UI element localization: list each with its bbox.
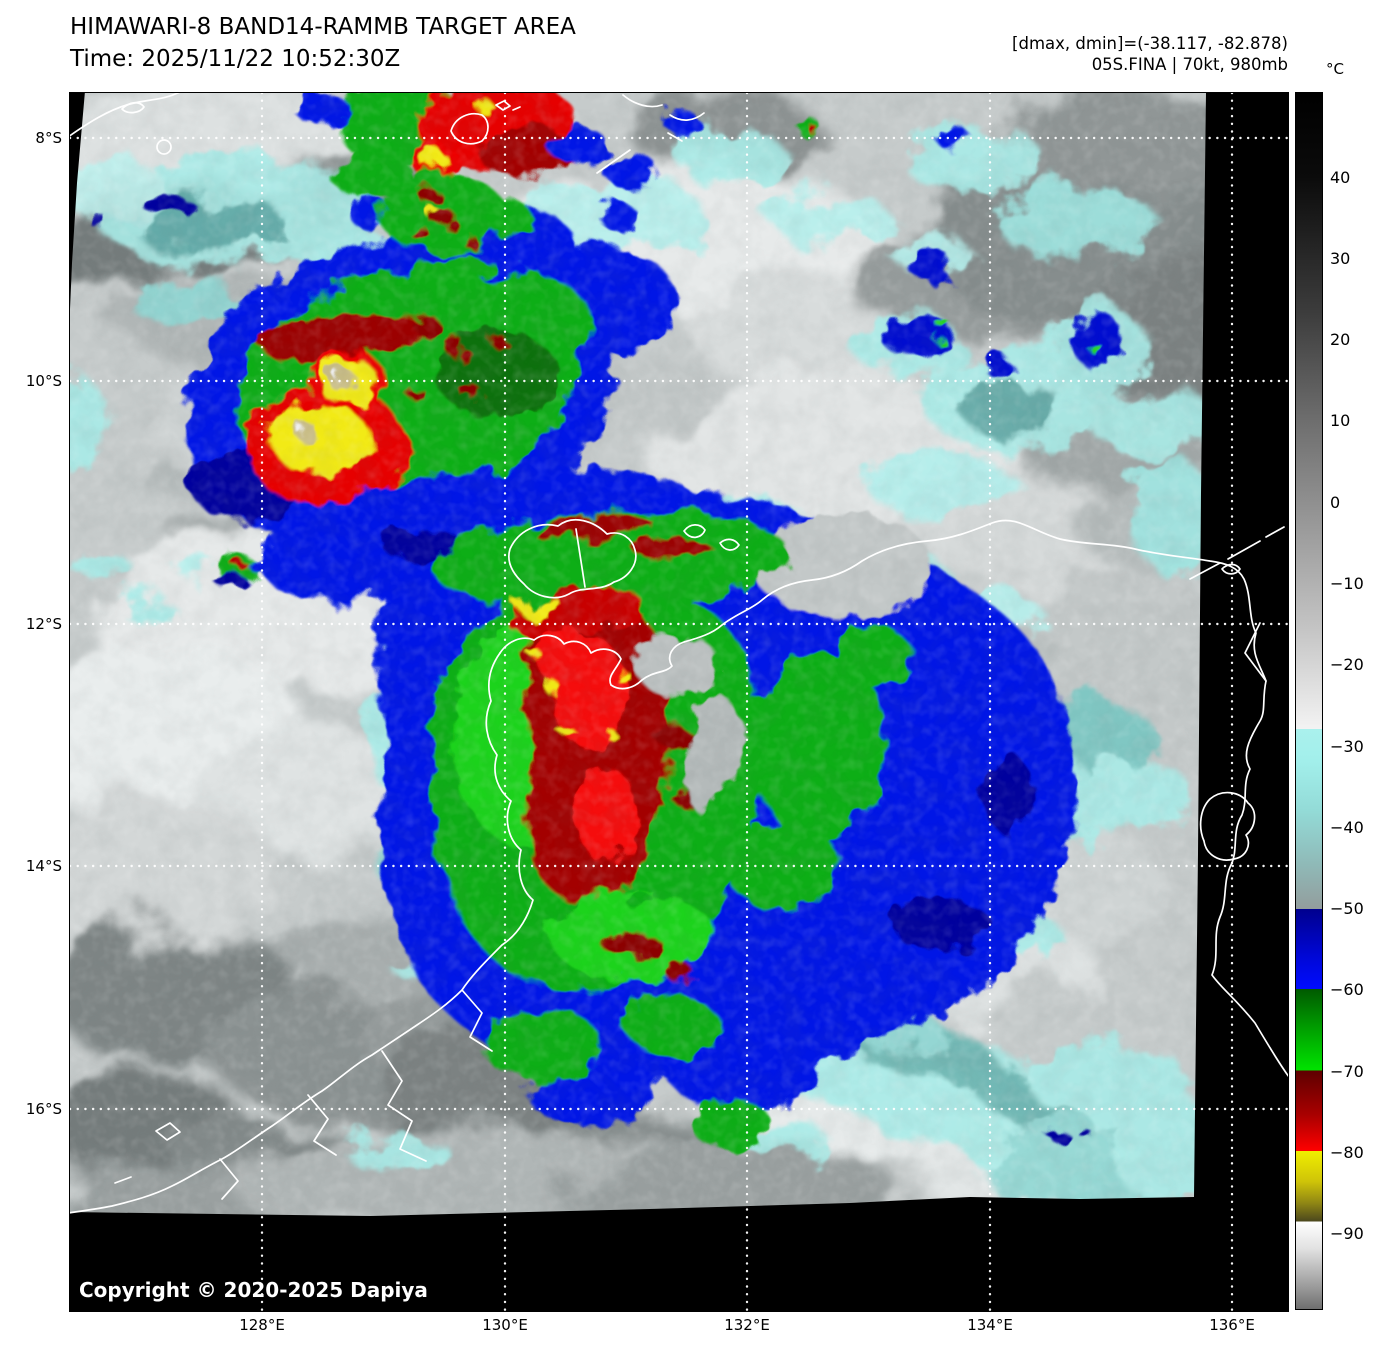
- cbar-tick-20: 20: [1330, 330, 1351, 349]
- lat-label-8s: 8°S: [35, 129, 62, 147]
- lon-label-128e: 128°E: [239, 1316, 285, 1334]
- satellite-ir-image: [70, 93, 1288, 1311]
- colorbar-unit-label: °C: [1326, 60, 1344, 78]
- texture-overlay-dark: [70, 93, 1288, 1311]
- dmax-dmin-readout: [dmax, dmin]=(-38.117, -82.878): [1012, 34, 1288, 53]
- satellite-map-axes: Copyright © 2020-2025 Dapiya: [69, 92, 1289, 1312]
- header-readouts: [dmax, dmin]=(-38.117, -82.878) 05S.FINA…: [1012, 33, 1288, 75]
- cbar-tick-m40: −40: [1330, 818, 1364, 837]
- cbar-tick-m90: −90: [1330, 1224, 1364, 1243]
- cbar-tick-10: 10: [1330, 411, 1351, 430]
- lon-label-132e: 132°E: [724, 1316, 770, 1334]
- lat-label-10s: 10°S: [25, 372, 62, 390]
- storm-intensity-readout: 05S.FINA | 70kt, 980mb: [1091, 55, 1288, 74]
- lat-label-16s: 16°S: [25, 1100, 62, 1118]
- cbar-tick-m60: −60: [1330, 980, 1364, 999]
- lon-label-130e: 130°E: [482, 1316, 528, 1334]
- cbar-tick-m80: −80: [1330, 1143, 1364, 1162]
- cbar-tick-0: 0: [1330, 493, 1341, 512]
- latlon-gridlines: [70, 93, 1288, 1311]
- figure-title: HIMAWARI-8 BAND14-RAMMB TARGET AREA: [70, 14, 576, 40]
- cbar-tick-m30: −30: [1330, 737, 1364, 756]
- no-data-mask: [70, 93, 1288, 1311]
- lon-label-134e: 134°E: [967, 1316, 1013, 1334]
- cbar-tick-30: 30: [1330, 249, 1351, 268]
- cbar-tick-m10: −10: [1330, 574, 1364, 593]
- lat-label-12s: 12°S: [25, 615, 62, 633]
- lon-label-136e: 136°E: [1209, 1316, 1255, 1334]
- lat-label-14s: 14°S: [25, 857, 62, 875]
- cbar-tick-m50: −50: [1330, 899, 1364, 918]
- coastlines-overlay: [70, 93, 1288, 1214]
- cbar-tick-m70: −70: [1330, 1062, 1364, 1081]
- cbar-tick-m20: −20: [1330, 655, 1364, 674]
- copyright-watermark: Copyright © 2020-2025 Dapiya: [79, 1278, 428, 1302]
- cbar-tick-40: 40: [1330, 168, 1351, 187]
- temperature-colorbar: [1295, 92, 1323, 1310]
- figure-timestamp: Time: 2025/11/22 10:52:30Z: [70, 46, 401, 72]
